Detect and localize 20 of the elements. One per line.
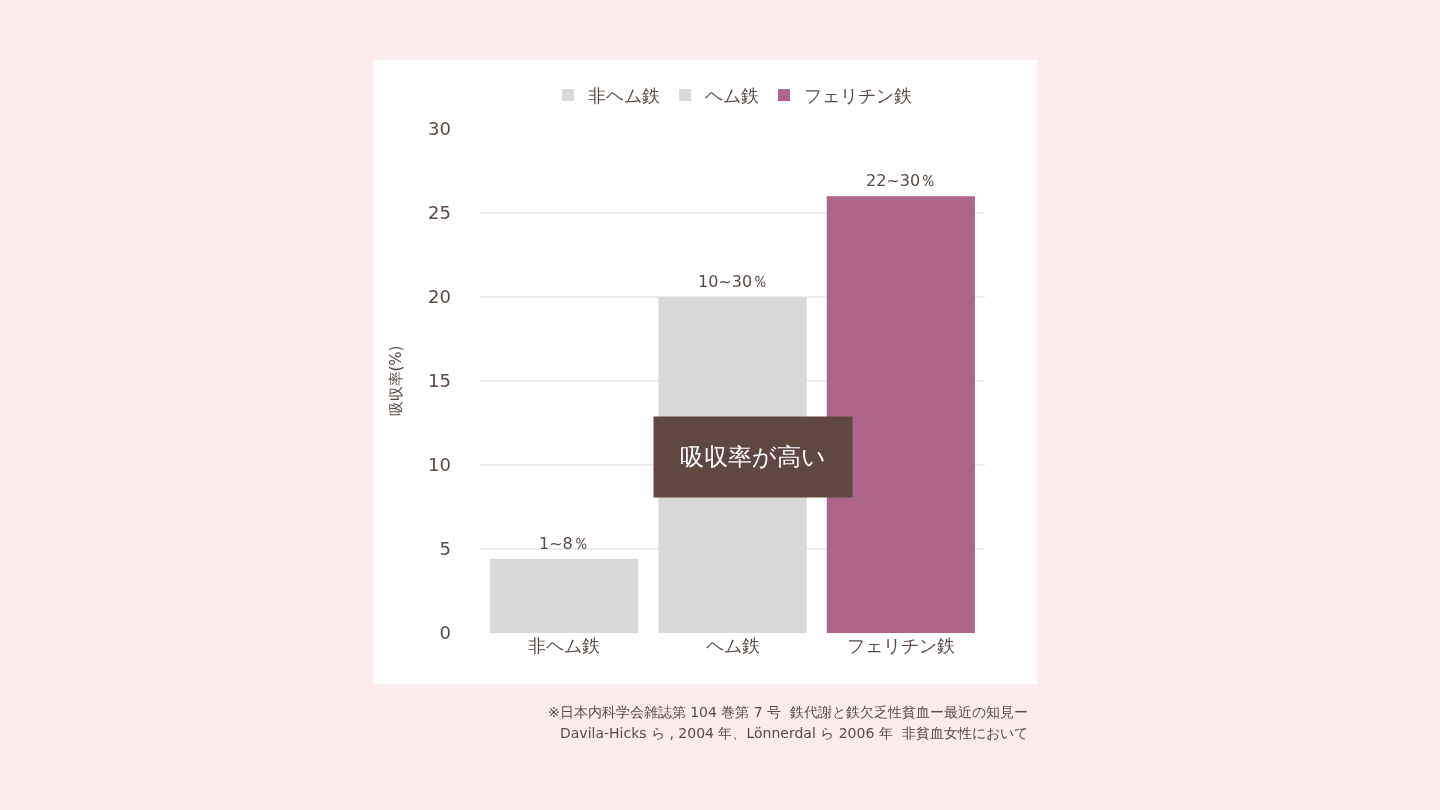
legend-label: フェリチン鉄 xyxy=(804,85,912,107)
text: ※日本内科学会雑誌第 104 巻第 7 号 鉄代謝と鉄欠乏性貧血ー最近の知見ー xyxy=(548,704,1029,720)
annotation: 22~30％ xyxy=(866,171,937,190)
x-tick-label: フェリチン鉄 xyxy=(846,635,955,656)
y-tick-label: 15 xyxy=(428,370,451,392)
text: Davila-Hicks ら , 2004 年、Lönnerdal ら 2006 年 非貧血女性において xyxy=(560,725,1028,741)
y-tick-label: 10 xyxy=(428,454,451,476)
x-tick-label: ヘム鉄 xyxy=(705,635,760,656)
y-axis-title: 吸収率(%) xyxy=(387,345,406,417)
annotation: 吸収率が高い xyxy=(680,443,826,471)
y-tick-label: 5 xyxy=(439,538,451,560)
legend-label: ヘム鉄 xyxy=(705,85,759,107)
annotation: 10~30％ xyxy=(698,272,769,291)
annotation: 1~8％ xyxy=(539,534,589,553)
y-tick-label: 30 xyxy=(428,118,451,140)
y-tick-label: 0 xyxy=(439,622,451,644)
x-tick-label: 非ヘム鉄 xyxy=(528,635,601,656)
y-tick-label: 20 xyxy=(428,286,451,308)
y-tick-label: 25 xyxy=(428,202,451,224)
legend-label: 非ヘム鉄 xyxy=(588,85,660,107)
